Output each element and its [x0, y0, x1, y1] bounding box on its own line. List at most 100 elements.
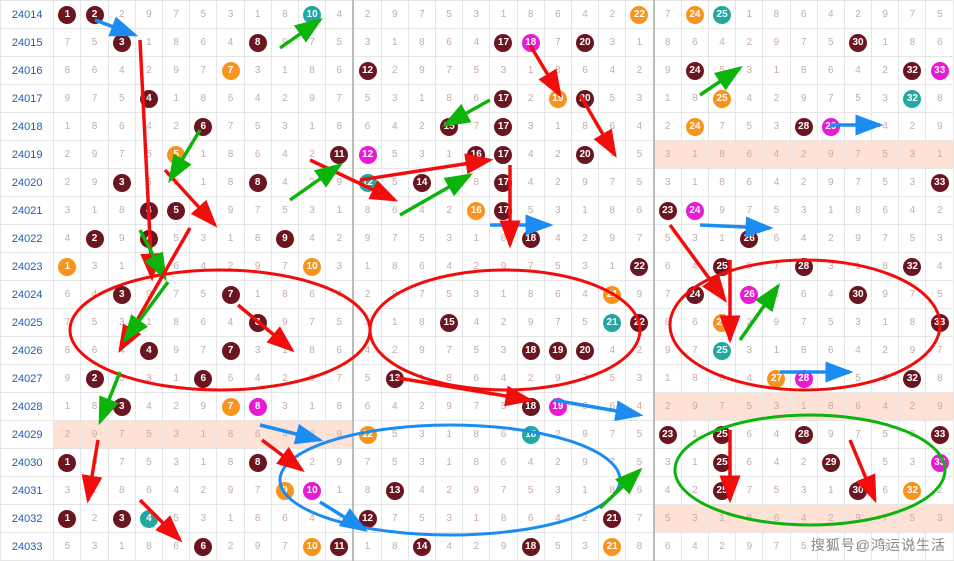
trend-cell: 5	[708, 57, 735, 85]
trend-cell: 5	[135, 169, 162, 197]
trend-cell: 2	[490, 309, 517, 337]
number-ball: 18	[522, 538, 540, 556]
trend-cell: 4	[790, 505, 817, 533]
trend-cell: 18	[517, 393, 544, 421]
trend-cell: 1	[190, 141, 217, 169]
trend-cell: 1	[763, 57, 790, 85]
trend-cell: 8	[926, 85, 954, 113]
number-ball: 25	[713, 258, 731, 276]
trend-cell: 7	[599, 421, 626, 449]
trend-cell: 8	[54, 337, 81, 365]
trend-cell: 10	[298, 253, 325, 281]
trend-cell: 9	[81, 141, 108, 169]
trend-cell: 3	[490, 337, 517, 365]
trend-cell: 9	[163, 57, 190, 85]
trend-cell: 1	[163, 85, 190, 113]
trend-cell: 5	[326, 29, 354, 57]
number-ball: 33	[931, 174, 949, 192]
number-ball: 19	[549, 398, 567, 416]
trend-cell: 3	[408, 449, 435, 477]
trend-cell: 8	[135, 253, 162, 281]
trend-cell: 3	[463, 1, 490, 29]
trend-cell: 5	[872, 449, 899, 477]
number-ball: 17	[494, 174, 512, 192]
trend-cell: 7	[844, 169, 871, 197]
trend-cell: 5	[353, 365, 381, 393]
trend-cell: 9	[844, 225, 871, 253]
trend-cell: 6	[790, 281, 817, 309]
trend-cell: 2	[463, 253, 490, 281]
trend-cell: 6	[135, 477, 162, 505]
trend-cell: 14	[408, 533, 435, 561]
trend-cell: 20	[571, 85, 598, 113]
trend-cell: 9	[81, 421, 108, 449]
number-ball: 8	[249, 314, 267, 332]
trend-cell: 9	[81, 169, 108, 197]
trend-cell: 7	[298, 309, 325, 337]
trend-cell: 5	[872, 141, 899, 169]
number-ball: 30	[849, 482, 867, 500]
trend-cell: 3	[872, 365, 899, 393]
trend-cell: 4	[763, 421, 790, 449]
trend-cell: 3	[108, 505, 135, 533]
trend-cell: 1	[108, 533, 135, 561]
trend-cell: 5	[763, 477, 790, 505]
trend-cell: 1	[244, 1, 271, 29]
period-label: 24032	[1, 505, 54, 533]
period-label: 24020	[1, 169, 54, 197]
trend-cell: 2	[81, 1, 108, 29]
trend-cell: 1	[353, 533, 381, 561]
trend-cell: 15	[436, 113, 463, 141]
trend-cell: 2	[271, 85, 298, 113]
trend-cell: 7	[763, 533, 790, 561]
trend-cell: 13	[381, 477, 408, 505]
trend-cell: 3	[544, 197, 571, 225]
trend-cell: 9	[463, 477, 490, 505]
number-ball: 17	[494, 34, 512, 52]
trend-cell: 7	[271, 533, 298, 561]
trend-cell: 3	[763, 113, 790, 141]
trend-cell: 4	[872, 393, 899, 421]
number-ball: 12	[359, 62, 377, 80]
number-ball: 32	[903, 62, 921, 80]
trend-cell: 8	[490, 225, 517, 253]
trend-cell: 7	[626, 505, 654, 533]
trend-cell: 6	[490, 421, 517, 449]
trend-cell: 5	[408, 505, 435, 533]
number-ball: 21	[603, 510, 621, 528]
trend-cell: 6	[163, 253, 190, 281]
period-label: 24021	[1, 197, 54, 225]
trend-cell: 13	[381, 365, 408, 393]
trend-cell: 1	[436, 449, 463, 477]
trend-cell: 1	[544, 113, 571, 141]
trend-cell: 28	[790, 253, 817, 281]
trend-cell: 2	[163, 113, 190, 141]
trend-cell: 1	[217, 505, 244, 533]
trend-cell: 1	[54, 1, 81, 29]
number-ball: 10	[303, 482, 321, 500]
trend-cell: 18	[517, 421, 544, 449]
trend-cell: 22	[626, 309, 654, 337]
trend-cell: 5	[490, 393, 517, 421]
trend-cell: 5	[626, 169, 654, 197]
trend-cell: 4	[544, 225, 571, 253]
trend-cell: 1	[708, 505, 735, 533]
trend-cell: 1	[571, 197, 598, 225]
trend-cell: 9	[599, 225, 626, 253]
trend-cell: 3	[135, 365, 162, 393]
trend-cell: 2	[326, 225, 354, 253]
number-ball: 25	[713, 6, 731, 24]
number-ball: 19	[549, 342, 567, 360]
trend-cell: 8	[163, 309, 190, 337]
trend-cell: 16	[463, 197, 490, 225]
number-ball: 13	[386, 482, 404, 500]
trend-cell: 3	[408, 141, 435, 169]
number-ball: 22	[630, 314, 648, 332]
trend-cell: 3	[217, 1, 244, 29]
trend-cell: 5	[736, 393, 763, 421]
trend-cell: 4	[135, 85, 162, 113]
trend-cell: 1	[217, 225, 244, 253]
trend-cell: 7	[790, 29, 817, 57]
trend-cell: 8	[654, 29, 682, 57]
trend-cell: 7	[436, 337, 463, 365]
